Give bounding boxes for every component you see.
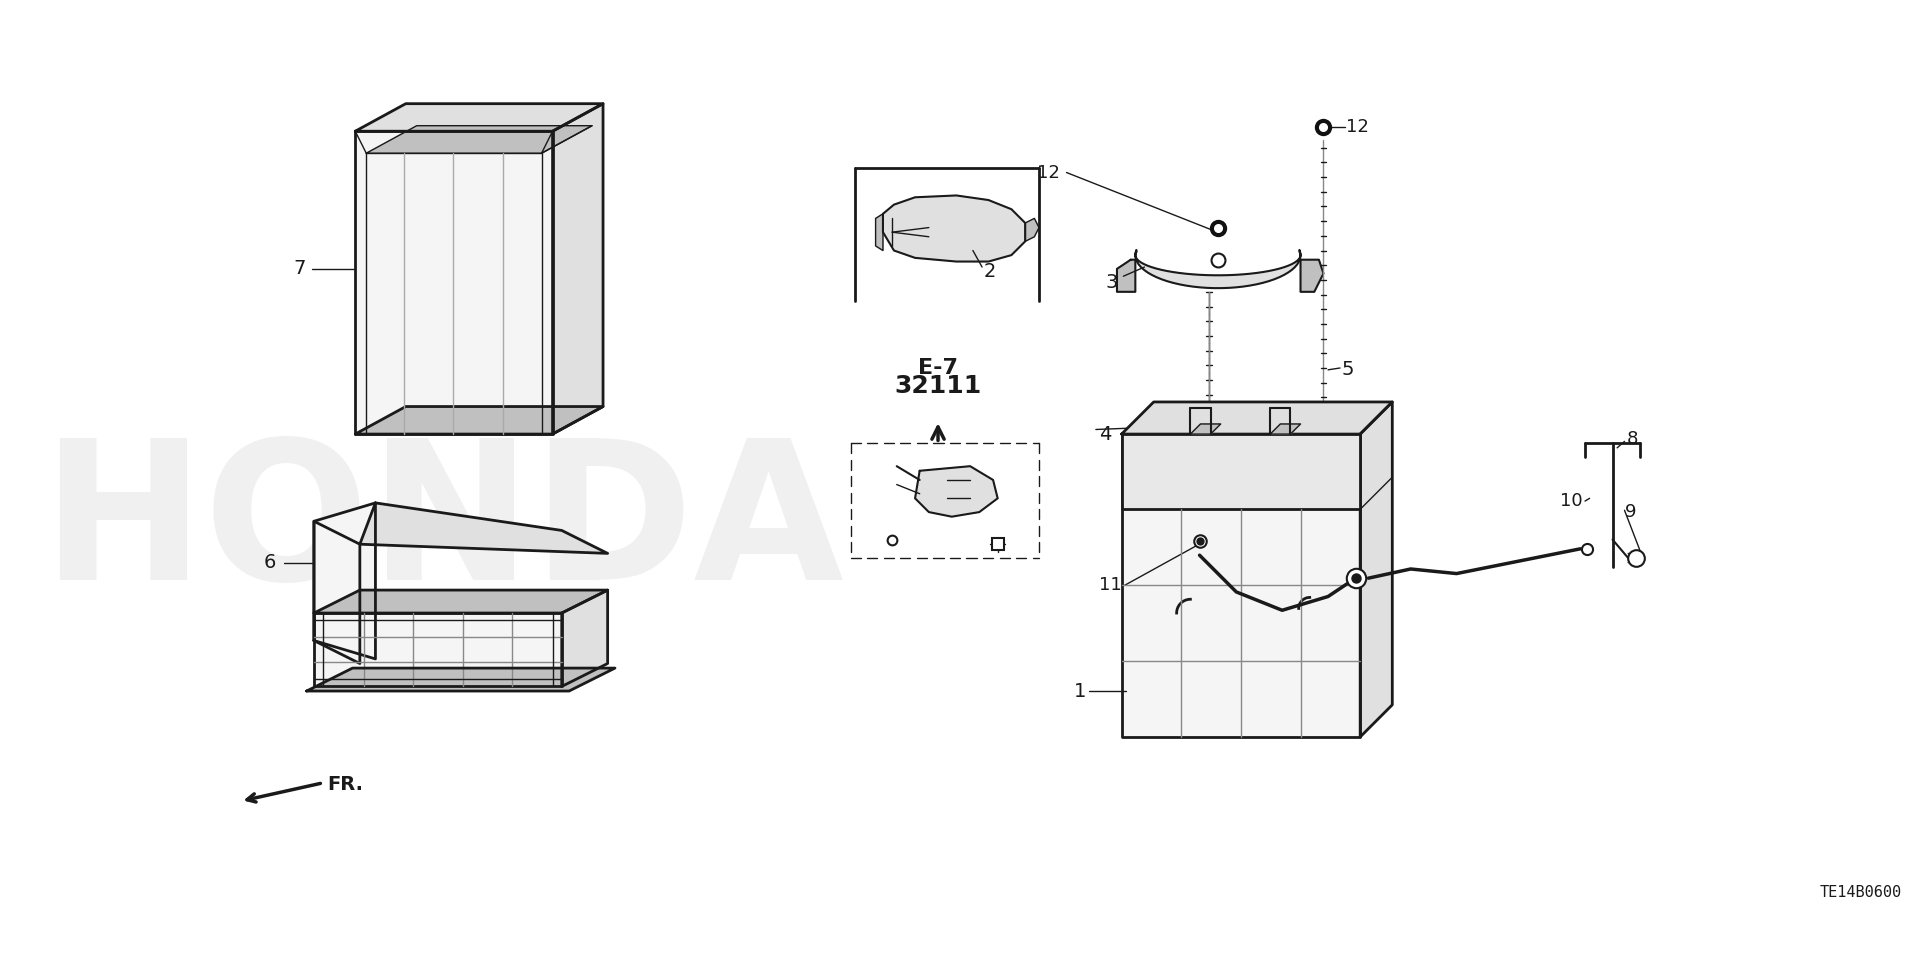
Polygon shape: [1190, 424, 1221, 434]
Text: 5: 5: [1342, 361, 1354, 380]
Text: 12: 12: [1037, 164, 1060, 181]
Text: 6: 6: [263, 553, 276, 573]
Text: 9: 9: [1624, 503, 1636, 521]
Polygon shape: [355, 131, 553, 434]
Polygon shape: [1121, 434, 1359, 509]
Text: 10: 10: [1561, 492, 1582, 510]
Text: 3: 3: [1106, 273, 1117, 292]
Polygon shape: [563, 590, 607, 687]
Polygon shape: [1300, 260, 1323, 292]
Polygon shape: [355, 407, 603, 434]
Text: 8: 8: [1626, 430, 1638, 448]
Polygon shape: [1271, 424, 1300, 434]
Polygon shape: [359, 503, 607, 553]
Polygon shape: [1025, 219, 1039, 242]
Text: 4: 4: [1098, 425, 1112, 444]
Polygon shape: [876, 214, 883, 250]
Polygon shape: [315, 613, 563, 687]
Polygon shape: [883, 196, 1025, 262]
Text: 1: 1: [1073, 682, 1087, 700]
Polygon shape: [916, 466, 998, 517]
Text: E-7: E-7: [918, 358, 958, 378]
Text: HONDA: HONDA: [40, 432, 845, 620]
Text: 7: 7: [294, 259, 305, 278]
Text: 2: 2: [983, 262, 996, 281]
Polygon shape: [1135, 250, 1300, 288]
Polygon shape: [1359, 402, 1392, 737]
Polygon shape: [315, 522, 359, 664]
Text: FR.: FR.: [328, 775, 363, 794]
Polygon shape: [1121, 434, 1359, 737]
Text: TE14B0600: TE14B0600: [1820, 885, 1901, 901]
Text: 11: 11: [1098, 576, 1121, 595]
Text: 12: 12: [1346, 118, 1369, 135]
Polygon shape: [553, 104, 603, 434]
Polygon shape: [1121, 402, 1392, 434]
Polygon shape: [307, 668, 614, 691]
Polygon shape: [367, 126, 591, 153]
Polygon shape: [315, 503, 376, 659]
Text: 32111: 32111: [895, 374, 981, 398]
Polygon shape: [355, 104, 603, 131]
Polygon shape: [315, 590, 607, 613]
Polygon shape: [1117, 260, 1135, 292]
